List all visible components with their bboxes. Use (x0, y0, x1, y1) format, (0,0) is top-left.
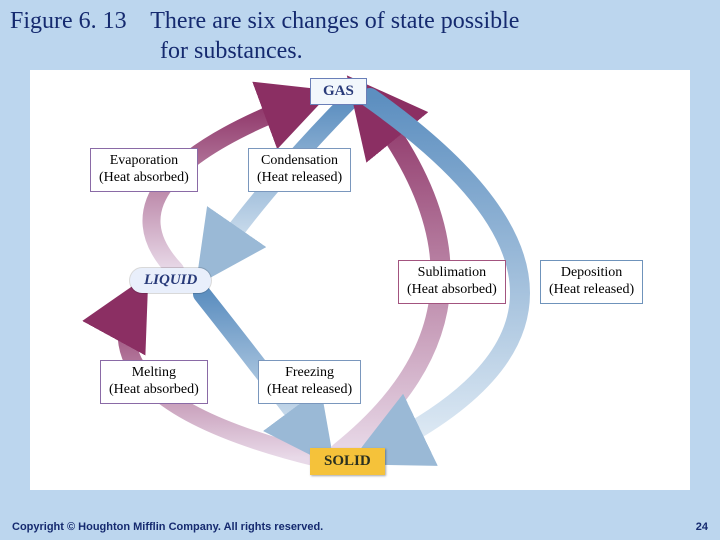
figure-title-line2: for substances. (10, 36, 710, 66)
state-gas: GAS (310, 78, 367, 105)
figure-number: Figure 6. 13 (10, 8, 127, 34)
state-solid: SOLID (310, 448, 385, 475)
process-name: Deposition (549, 265, 634, 282)
process-deposition: Deposition (Heat released) (540, 260, 643, 304)
process-name: Freezing (267, 365, 352, 382)
process-evaporation: Evaporation (Heat absorbed) (90, 148, 198, 192)
page-number: 24 (696, 521, 708, 533)
process-name: Condensation (257, 153, 342, 170)
process-name: Sublimation (407, 265, 497, 282)
copyright-text: Copyright © Houghton Mifflin Company. Al… (12, 521, 323, 533)
state-change-diagram: GAS LIQUID SOLID Evaporation (Heat absor… (30, 70, 690, 490)
process-melting: Melting (Heat absorbed) (100, 360, 208, 404)
process-heat: (Heat absorbed) (99, 170, 189, 187)
process-name: Evaporation (99, 153, 189, 170)
process-name: Melting (109, 365, 199, 382)
process-freezing: Freezing (Heat released) (258, 360, 361, 404)
process-heat: (Heat released) (267, 382, 352, 399)
figure-title: Figure 6. 13 There are six changes of st… (0, 0, 720, 70)
slide: Figure 6. 13 There are six changes of st… (0, 0, 720, 540)
slide-footer: Copyright © Houghton Mifflin Company. Al… (0, 514, 720, 540)
process-heat: (Heat released) (549, 282, 634, 299)
process-heat: (Heat absorbed) (109, 382, 199, 399)
process-condensation: Condensation (Heat released) (248, 148, 351, 192)
process-heat: (Heat released) (257, 170, 342, 187)
figure-title-line1: There are six changes of state possible (150, 8, 519, 34)
state-liquid: LIQUID (130, 268, 211, 293)
process-heat: (Heat absorbed) (407, 282, 497, 299)
process-sublimation: Sublimation (Heat absorbed) (398, 260, 506, 304)
